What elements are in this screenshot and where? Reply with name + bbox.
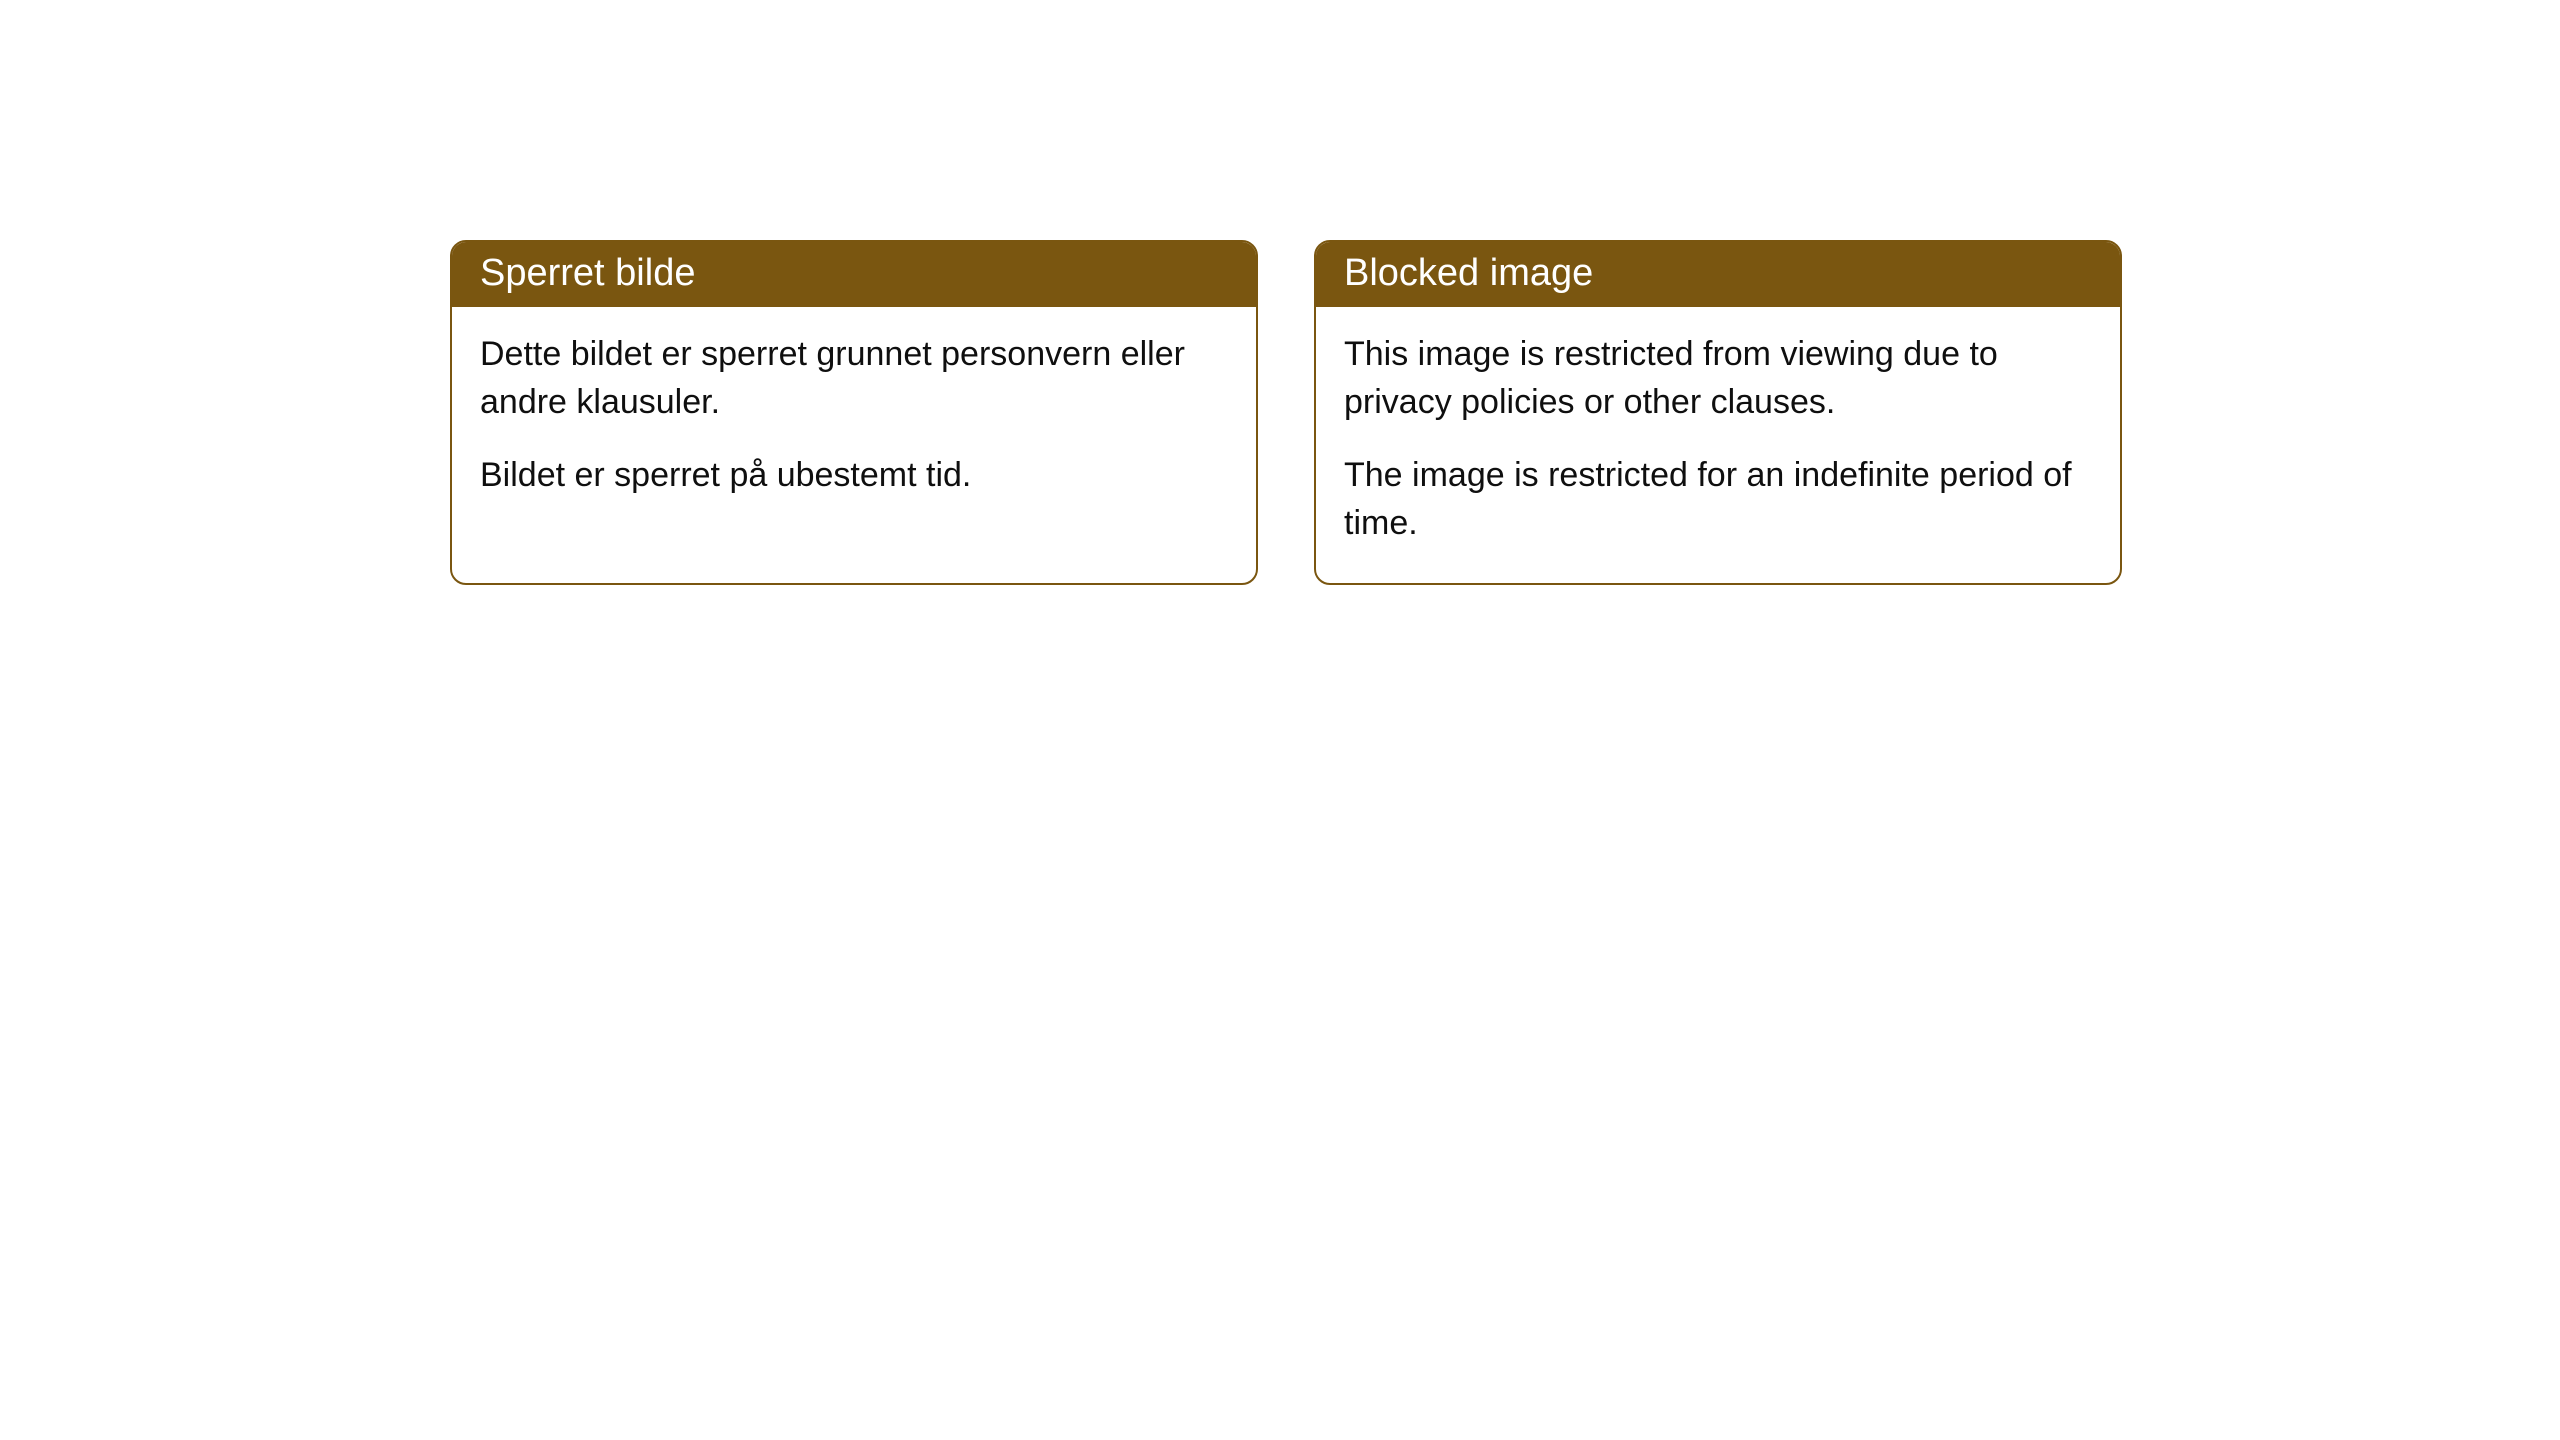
blocked-image-card-en: Blocked image This image is restricted f… — [1314, 240, 2122, 585]
notice-text-no-1: Dette bildet er sperret grunnet personve… — [480, 331, 1228, 426]
card-body-en: This image is restricted from viewing du… — [1316, 307, 2120, 583]
notice-text-no-2: Bildet er sperret på ubestemt tid. — [480, 452, 1228, 500]
blocked-image-card-no: Sperret bilde Dette bildet er sperret gr… — [450, 240, 1258, 585]
notice-text-en-2: The image is restricted for an indefinit… — [1344, 452, 2092, 547]
card-header-en: Blocked image — [1316, 242, 2120, 307]
card-header-no: Sperret bilde — [452, 242, 1256, 307]
notice-container: Sperret bilde Dette bildet er sperret gr… — [0, 0, 2560, 585]
notice-text-en-1: This image is restricted from viewing du… — [1344, 331, 2092, 426]
card-body-no: Dette bildet er sperret grunnet personve… — [452, 307, 1256, 536]
